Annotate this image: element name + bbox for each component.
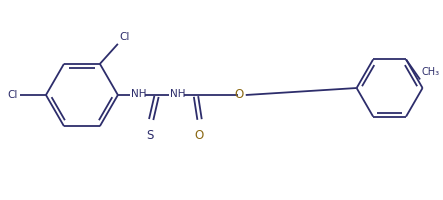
Text: O: O bbox=[234, 88, 243, 101]
Text: NH: NH bbox=[131, 89, 146, 99]
Text: NH: NH bbox=[170, 89, 185, 99]
Text: S: S bbox=[146, 129, 154, 142]
Text: CH₃: CH₃ bbox=[421, 67, 439, 77]
Text: O: O bbox=[194, 129, 203, 142]
Text: Cl: Cl bbox=[8, 90, 18, 100]
Text: Cl: Cl bbox=[119, 32, 129, 42]
